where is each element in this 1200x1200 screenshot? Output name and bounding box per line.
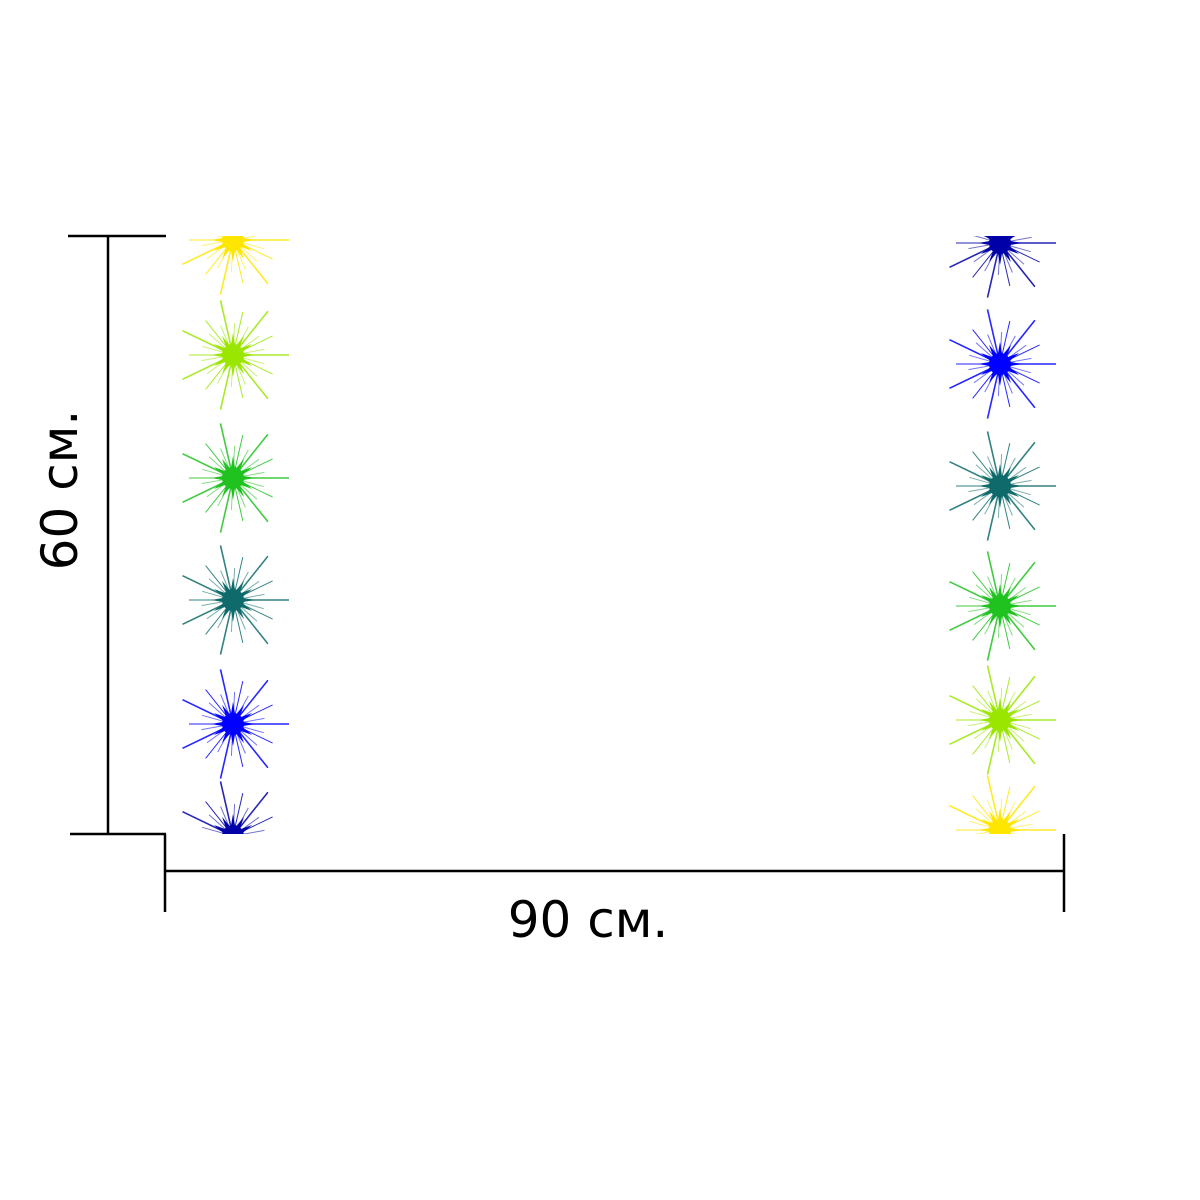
- star-right-2: [949, 309, 1056, 419]
- star-right-6: [949, 775, 1056, 834]
- star-left-5: [182, 669, 289, 779]
- height-label: 60 см.: [31, 409, 89, 571]
- star-left-3: [182, 423, 289, 533]
- height-dimension-line: [68, 234, 166, 836]
- width-dimension-line: [163, 834, 1066, 912]
- star-left-2: [182, 300, 289, 410]
- star-left-1: [182, 236, 289, 295]
- star-left-6: [182, 781, 273, 834]
- star-right-4: [949, 551, 1056, 661]
- star-right-3: [949, 431, 1056, 541]
- width-label: 90 см.: [507, 891, 669, 949]
- star-right-1: [949, 236, 1056, 298]
- star-right-5: [949, 665, 1056, 775]
- star-pattern: [182, 236, 1056, 834]
- star-left-4: [182, 545, 289, 655]
